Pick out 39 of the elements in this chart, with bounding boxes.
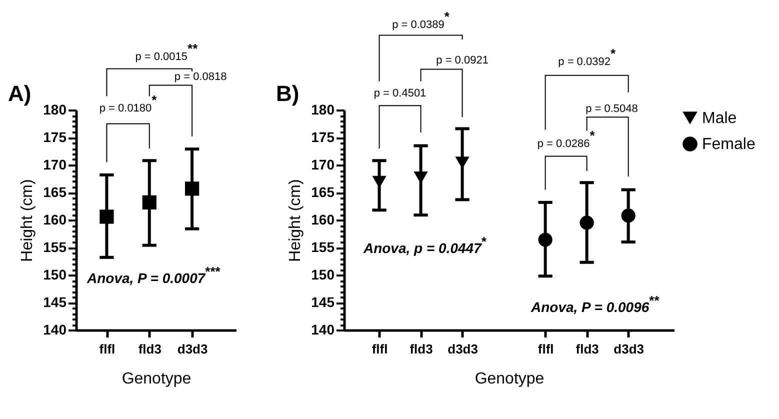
y-tick-label: 165: [43, 184, 67, 200]
y-tick-label: 165: [311, 184, 335, 200]
x-axis-title: Genotype: [474, 370, 544, 388]
x-tick-label: fld3: [138, 342, 162, 356]
y-tick-label: 140: [43, 322, 67, 338]
x-tick-label: flfl: [99, 342, 116, 356]
y-axis-title: Height (cm): [287, 179, 304, 262]
x-tick-label: flfl: [372, 342, 388, 356]
x-tick-label: flfl: [538, 342, 554, 356]
annotation: p = 0.5048: [586, 102, 638, 115]
y-tick-label: 170: [311, 156, 335, 172]
x-tick-label: fld3: [410, 342, 433, 356]
y-tick-label: 155: [311, 239, 335, 255]
y-tick-label: 175: [311, 129, 335, 145]
legend-label: Male: [702, 110, 737, 127]
y-tick-label: 175: [43, 129, 67, 145]
x-tick-label: d3d3: [614, 342, 644, 356]
x-axis-title: Genotype: [122, 370, 192, 388]
legend-label: Female: [702, 136, 756, 153]
y-tick-label: 150: [43, 266, 67, 282]
y-tick-label: 155: [43, 239, 67, 255]
text: p = 0.4501: [374, 88, 426, 100]
text: p = 0.0921: [436, 54, 488, 66]
y-tick-label: 180: [311, 102, 335, 118]
y-axis-title: Height (cm): [19, 179, 36, 262]
x-tick-label: fld3: [576, 342, 599, 356]
chart-title: A): [8, 81, 32, 106]
x-tick-label: d3d3: [177, 342, 208, 356]
x-tick-label: d3d3: [448, 342, 478, 356]
y-tick-label: 150: [311, 266, 335, 282]
y-tick-label: 140: [311, 322, 335, 338]
y-tick-label: 180: [43, 102, 67, 118]
chart-title: B): [276, 81, 300, 106]
text: p = 0.0818: [174, 71, 227, 83]
y-tick-label: 160: [311, 212, 335, 228]
y-tick-label: 160: [43, 212, 67, 228]
y-tick-label: 145: [311, 294, 335, 310]
y-tick-label: 145: [43, 294, 67, 310]
y-tick-label: 170: [43, 156, 67, 172]
